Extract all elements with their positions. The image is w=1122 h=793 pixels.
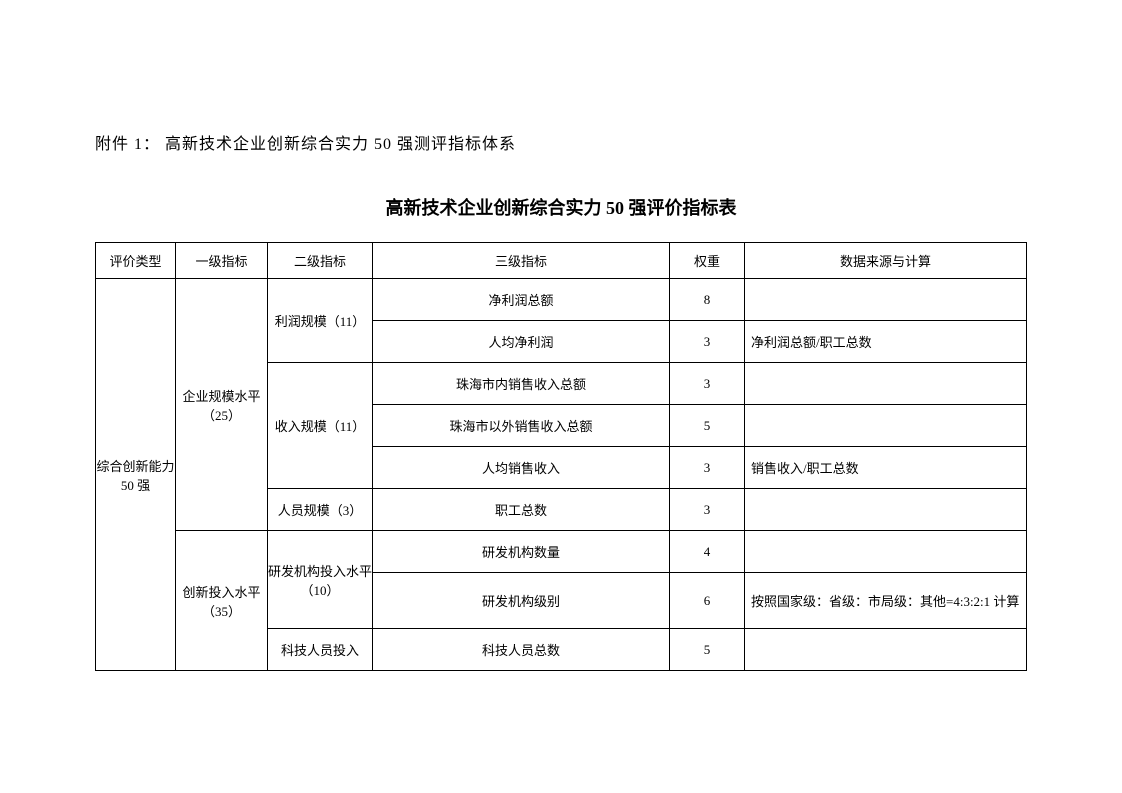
level2-rd-org: 研发机构投入水平（10）: [268, 531, 373, 629]
weight-cell: 5: [670, 629, 745, 671]
level3-cell: 珠海市内销售收入总额: [373, 363, 670, 405]
weight-cell: 3: [670, 321, 745, 363]
page-title: 高新技术企业创新综合实力 50 强评价指标表: [95, 194, 1027, 220]
col-level2: 二级指标: [268, 243, 373, 279]
weight-cell: 5: [670, 405, 745, 447]
source-cell: 销售收入/职工总数: [745, 447, 1027, 489]
weight-cell: 6: [670, 573, 745, 629]
level3-cell: 珠海市以外销售收入总额: [373, 405, 670, 447]
source-cell: [745, 531, 1027, 573]
source-cell: [745, 629, 1027, 671]
col-eval-type: 评价类型: [96, 243, 176, 279]
level3-cell: 科技人员总数: [373, 629, 670, 671]
source-cell: [745, 363, 1027, 405]
attachment-label: 附件 1： 高新技术企业创新综合实力 50 强测评指标体系: [95, 130, 1027, 154]
source-cell: [745, 489, 1027, 531]
level3-cell: 人均净利润: [373, 321, 670, 363]
weight-cell: 3: [670, 489, 745, 531]
source-cell: [745, 279, 1027, 321]
table-row: 综合创新能力 50 强 企业规模水平（25） 利润规模（11） 净利润总额 8: [96, 279, 1027, 321]
level3-cell: 职工总数: [373, 489, 670, 531]
eval-type-cell: 综合创新能力 50 强: [96, 279, 176, 671]
level1-innov: 创新投入水平（35）: [176, 531, 268, 671]
level3-cell: 研发机构数量: [373, 531, 670, 573]
source-cell: 按照国家级：省级：市局级：其他=4:3:2:1 计算: [745, 573, 1027, 629]
weight-cell: 8: [670, 279, 745, 321]
level2-profit: 利润规模（11）: [268, 279, 373, 363]
col-level3: 三级指标: [373, 243, 670, 279]
indicator-table: 评价类型 一级指标 二级指标 三级指标 权重 数据来源与计算 综合创新能力 50…: [95, 242, 1027, 671]
col-level1: 一级指标: [176, 243, 268, 279]
weight-cell: 4: [670, 531, 745, 573]
level2-tech-staff: 科技人员投入: [268, 629, 373, 671]
table-header-row: 评价类型 一级指标 二级指标 三级指标 权重 数据来源与计算: [96, 243, 1027, 279]
weight-cell: 3: [670, 363, 745, 405]
col-source: 数据来源与计算: [745, 243, 1027, 279]
level2-staff: 人员规模（3）: [268, 489, 373, 531]
source-cell: [745, 405, 1027, 447]
level3-cell: 净利润总额: [373, 279, 670, 321]
col-weight: 权重: [670, 243, 745, 279]
weight-cell: 3: [670, 447, 745, 489]
level3-cell: 研发机构级别: [373, 573, 670, 629]
level3-cell: 人均销售收入: [373, 447, 670, 489]
table-row: 创新投入水平（35） 研发机构投入水平（10） 研发机构数量 4: [96, 531, 1027, 573]
level1-scale: 企业规模水平（25）: [176, 279, 268, 531]
level2-revenue: 收入规模（11）: [268, 363, 373, 489]
source-cell: 净利润总额/职工总数: [745, 321, 1027, 363]
